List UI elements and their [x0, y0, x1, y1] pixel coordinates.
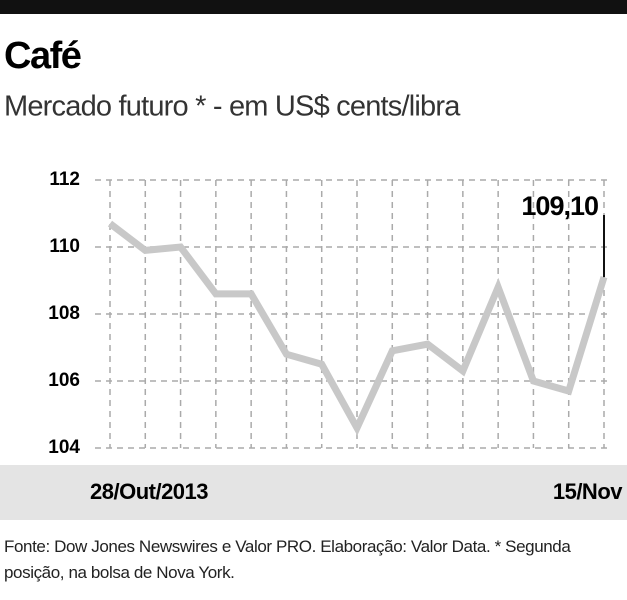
- source-note: Fonte: Dow Jones Newswires e Valor PRO. …: [4, 537, 571, 582]
- y-tick-label: 104: [48, 437, 80, 458]
- x-tick-label: 28/Out/2013: [90, 479, 208, 504]
- x-tick-label: 15/Nov: [553, 479, 623, 504]
- chart: Café Mercado futuro * - em US$ cents/lib…: [0, 0, 627, 520]
- y-tick-label: 110: [49, 236, 80, 257]
- line: [107, 220, 608, 436]
- chart-title: Café: [4, 35, 81, 77]
- y-tick-label: 112: [49, 169, 80, 190]
- x-axis-band: [0, 465, 627, 520]
- top-bar: [0, 0, 627, 14]
- y-tick-label: 108: [48, 303, 80, 324]
- value-label: 109,10: [521, 191, 598, 221]
- y-tick-label: 106: [48, 370, 80, 391]
- chart-subtitle: Mercado futuro * - em US$ cents/libra: [4, 91, 461, 123]
